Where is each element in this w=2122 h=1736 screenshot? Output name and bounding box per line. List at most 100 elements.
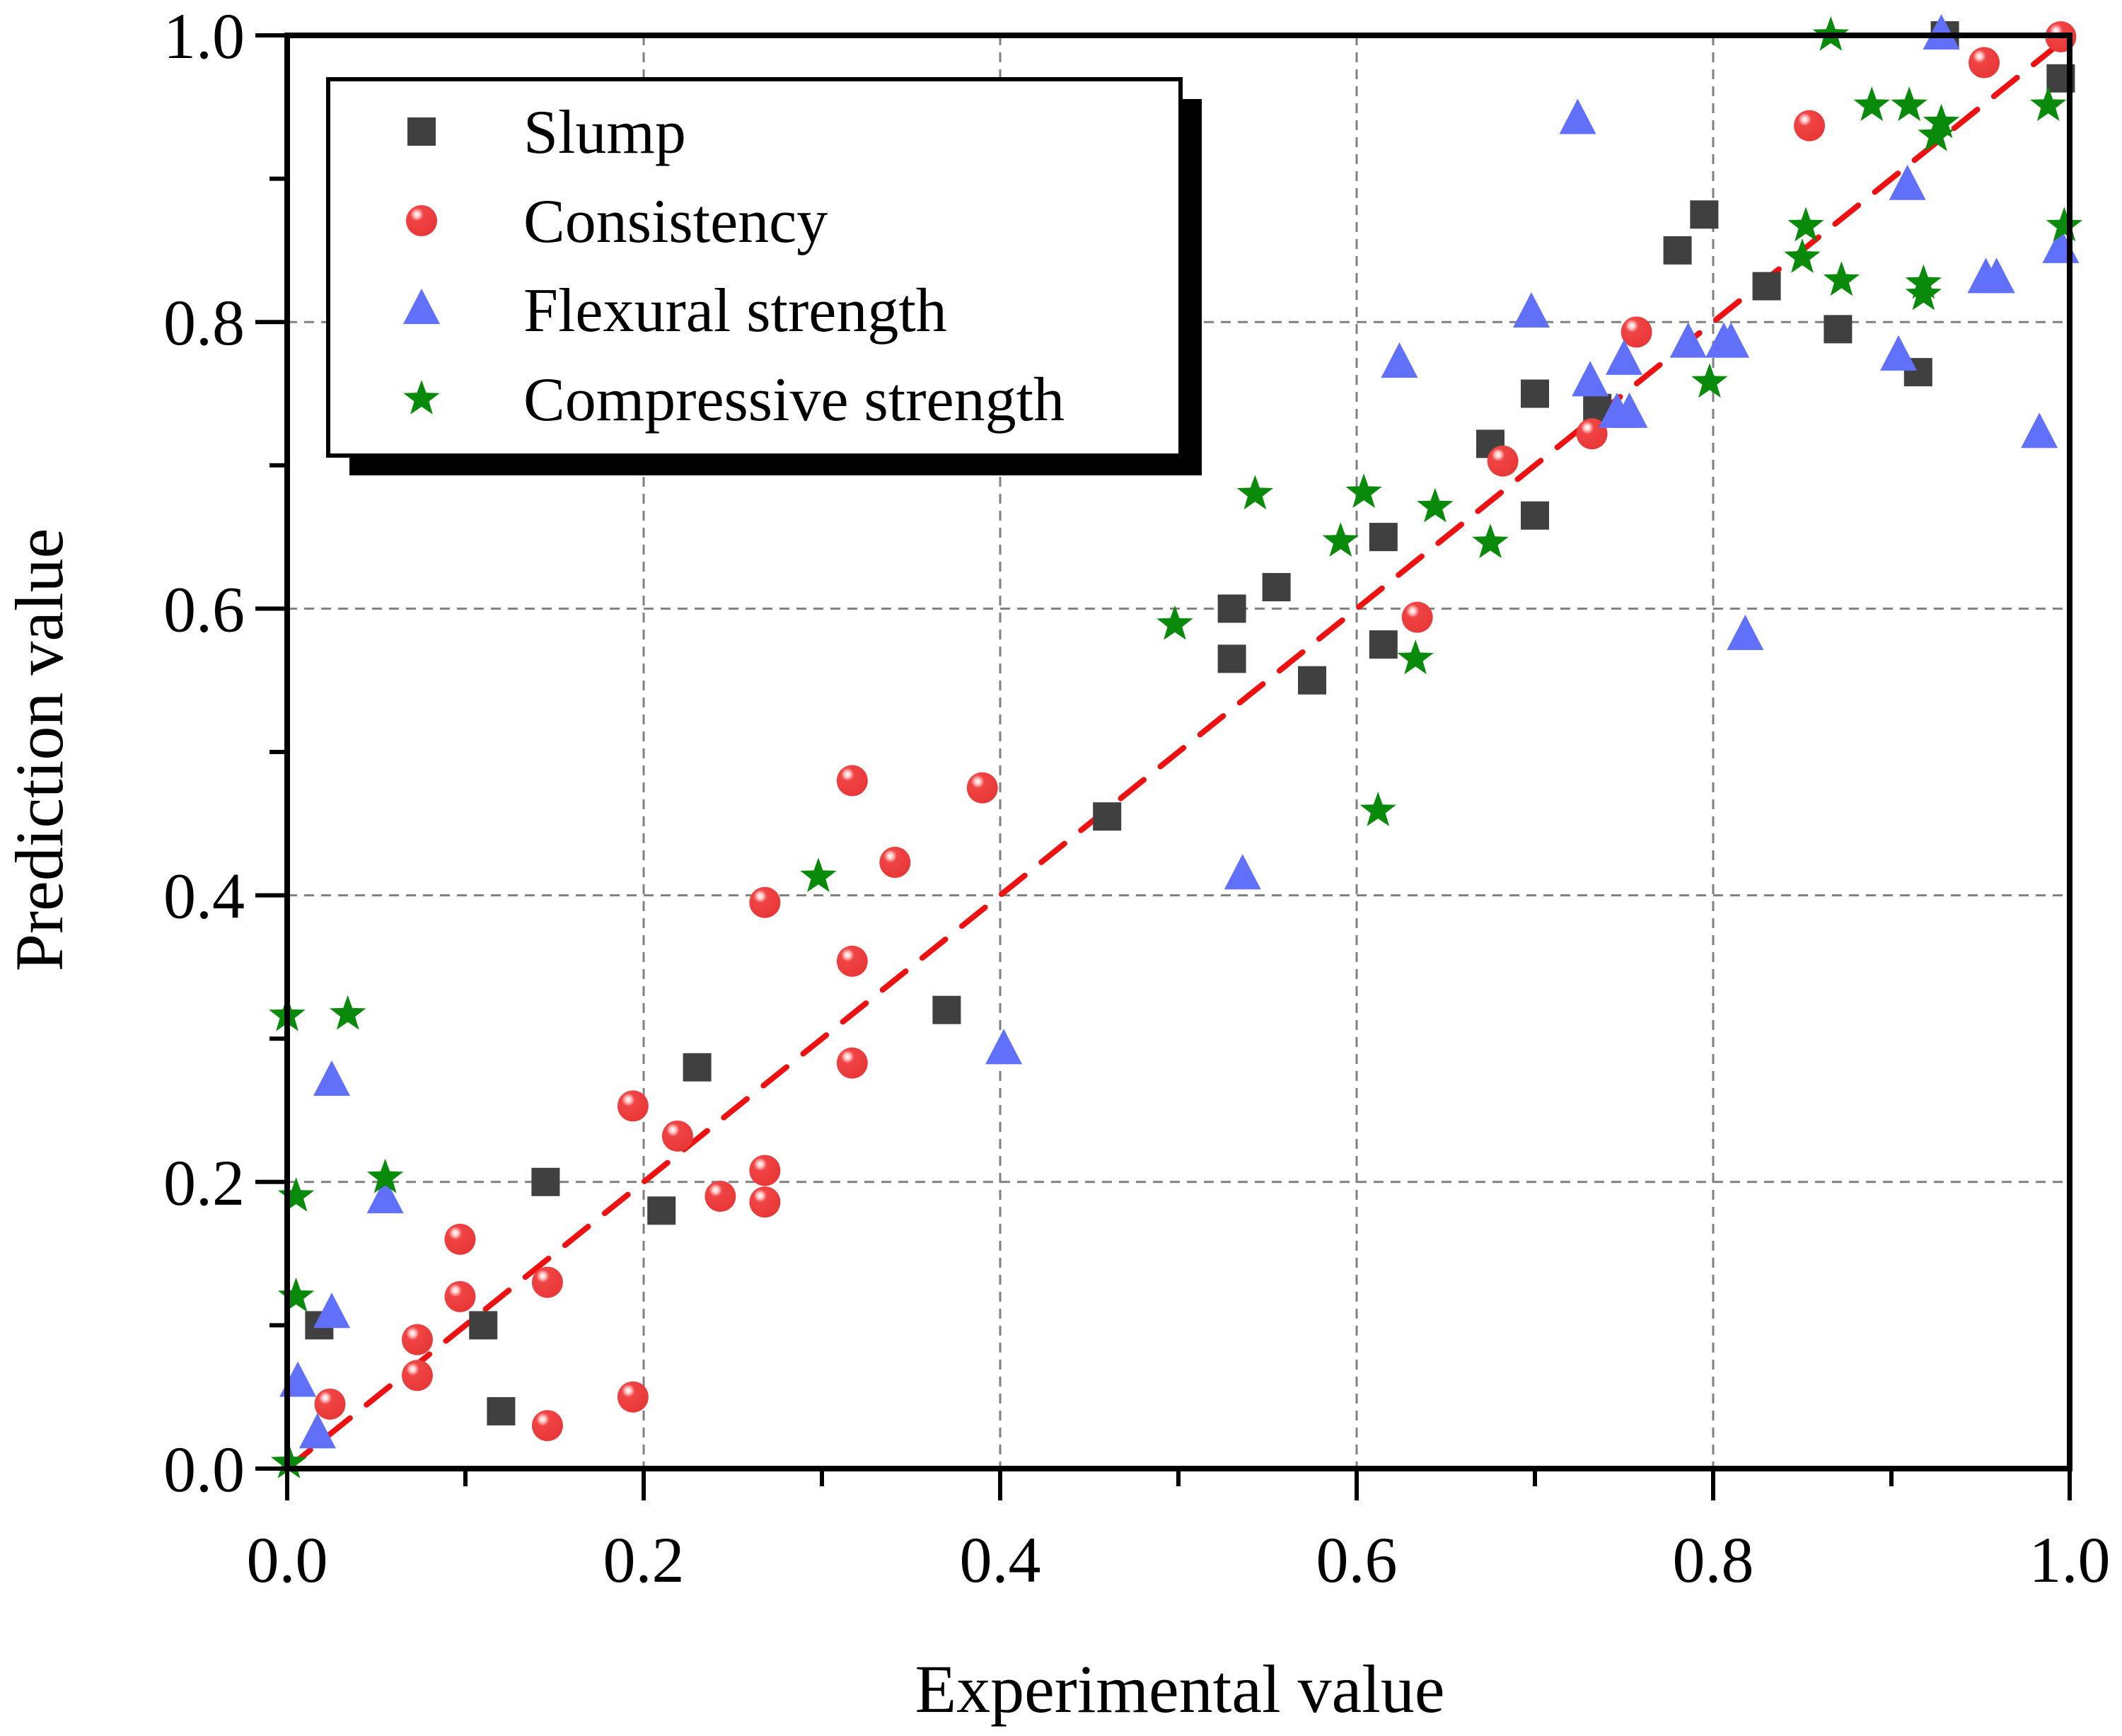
star-point — [1397, 640, 1434, 675]
circle-point — [531, 1266, 563, 1298]
triangle-point — [1606, 339, 1642, 375]
legend-label: Slump — [523, 98, 686, 167]
circle-point — [879, 847, 911, 879]
x-tick-label: 1.0 — [2029, 1524, 2111, 1596]
square-point — [1752, 272, 1781, 301]
triangle-point — [1889, 164, 1926, 200]
circle-point — [314, 1388, 346, 1420]
triangle-point — [366, 1178, 404, 1214]
circle-point — [1794, 110, 1826, 141]
triangle-point — [1923, 14, 1960, 50]
square-point — [469, 1311, 498, 1340]
legend-triangle-icon — [403, 289, 440, 324]
star-point — [277, 1277, 315, 1312]
square-point — [1217, 644, 1246, 673]
star-point — [1156, 605, 1193, 640]
data-points — [269, 14, 2083, 1479]
circle-point — [705, 1181, 736, 1213]
axes — [255, 33, 2072, 1500]
star-point — [1472, 523, 1509, 558]
square-point — [683, 1053, 712, 1082]
y-tick-label: 0.8 — [163, 287, 245, 359]
star-point — [1823, 261, 1860, 296]
circle-point — [444, 1280, 476, 1312]
triangle-point — [298, 1413, 336, 1449]
legend-box — [326, 77, 1183, 458]
legend-item: Compressive strength — [403, 366, 1065, 434]
legend-star-icon — [403, 380, 440, 415]
square-point — [1093, 802, 1122, 831]
circle-point — [836, 765, 868, 797]
triangle-point — [2021, 412, 2058, 449]
circle-point — [617, 1381, 649, 1413]
triangle-point — [1978, 257, 2015, 294]
triangle-point — [1512, 292, 1550, 328]
square-point — [1298, 666, 1326, 695]
circle-point — [749, 1186, 781, 1218]
legend-item: Consistency — [406, 187, 828, 256]
triangle-point — [1880, 335, 1918, 371]
square-point — [932, 995, 961, 1024]
triangle-point — [1712, 322, 1750, 358]
series-flexural-strength — [279, 14, 2080, 1449]
triangle-point — [1669, 322, 1707, 358]
square-point — [647, 1196, 676, 1225]
circle-point — [1401, 601, 1433, 633]
circle-point — [749, 1155, 781, 1186]
legend-label: Compressive strength — [523, 366, 1065, 434]
circle-point — [401, 1324, 433, 1355]
triangle-point — [1572, 361, 1609, 397]
y-tick-labels: 0.0 0.2 0.4 0.6 0.8 1.0 — [163, 0, 245, 1505]
circle-point — [617, 1090, 649, 1122]
star-point — [2046, 207, 2083, 242]
circle-point — [444, 1223, 476, 1255]
circle-point — [1487, 445, 1519, 477]
circle-point — [1969, 47, 2000, 79]
star-point — [1787, 207, 1824, 242]
triangle-point — [1727, 614, 1764, 650]
x-tick-label: 0.4 — [960, 1524, 1041, 1596]
legend-label: Consistency — [523, 187, 828, 256]
y-tick-label: 0.0 — [163, 1433, 245, 1505]
star-point — [2030, 86, 2067, 122]
y-axis-title: Prediction value — [1, 528, 77, 971]
star-point — [1784, 238, 1821, 273]
x-tick-label: 0.8 — [1673, 1524, 1754, 1596]
star-point — [1853, 86, 1890, 122]
square-point — [1217, 594, 1246, 623]
legend-circle-icon — [406, 205, 437, 236]
circle-point — [966, 772, 998, 804]
circle-point — [836, 1047, 868, 1079]
square-point — [1521, 501, 1549, 530]
legend-label: Flexural strength — [523, 277, 947, 345]
triangle-point — [1381, 342, 1418, 378]
triangle-point — [1611, 392, 1648, 428]
star-point — [800, 857, 837, 893]
circle-point — [401, 1360, 433, 1391]
star-point — [1359, 792, 1396, 826]
star-point — [1417, 487, 1454, 523]
square-point — [1521, 379, 1549, 408]
circle-point — [1621, 316, 1652, 348]
triangle-point — [1224, 854, 1261, 890]
star-point — [1345, 473, 1382, 509]
circle-point — [661, 1120, 693, 1152]
series-consistency — [314, 21, 2077, 1442]
circle-point — [836, 945, 868, 977]
square-point — [487, 1396, 516, 1425]
star-point — [366, 1158, 404, 1193]
x-tick-label: 0.0 — [247, 1524, 328, 1596]
triangle-point — [313, 1060, 350, 1096]
y-tick-label: 1.0 — [163, 0, 245, 72]
square-point — [1369, 630, 1398, 659]
triangle-point — [1559, 98, 1596, 134]
star-point — [1236, 475, 1273, 510]
y-tick-label: 0.4 — [163, 860, 245, 932]
triangle-point — [985, 1029, 1023, 1065]
x-tick-labels: 0.0 0.2 0.4 0.6 0.8 1.0 — [247, 1524, 2111, 1596]
legend-item: Flexural strength — [403, 277, 947, 345]
y-tick-label: 0.2 — [163, 1147, 245, 1219]
triangle-point — [313, 1292, 350, 1329]
star-point — [1905, 275, 1942, 311]
